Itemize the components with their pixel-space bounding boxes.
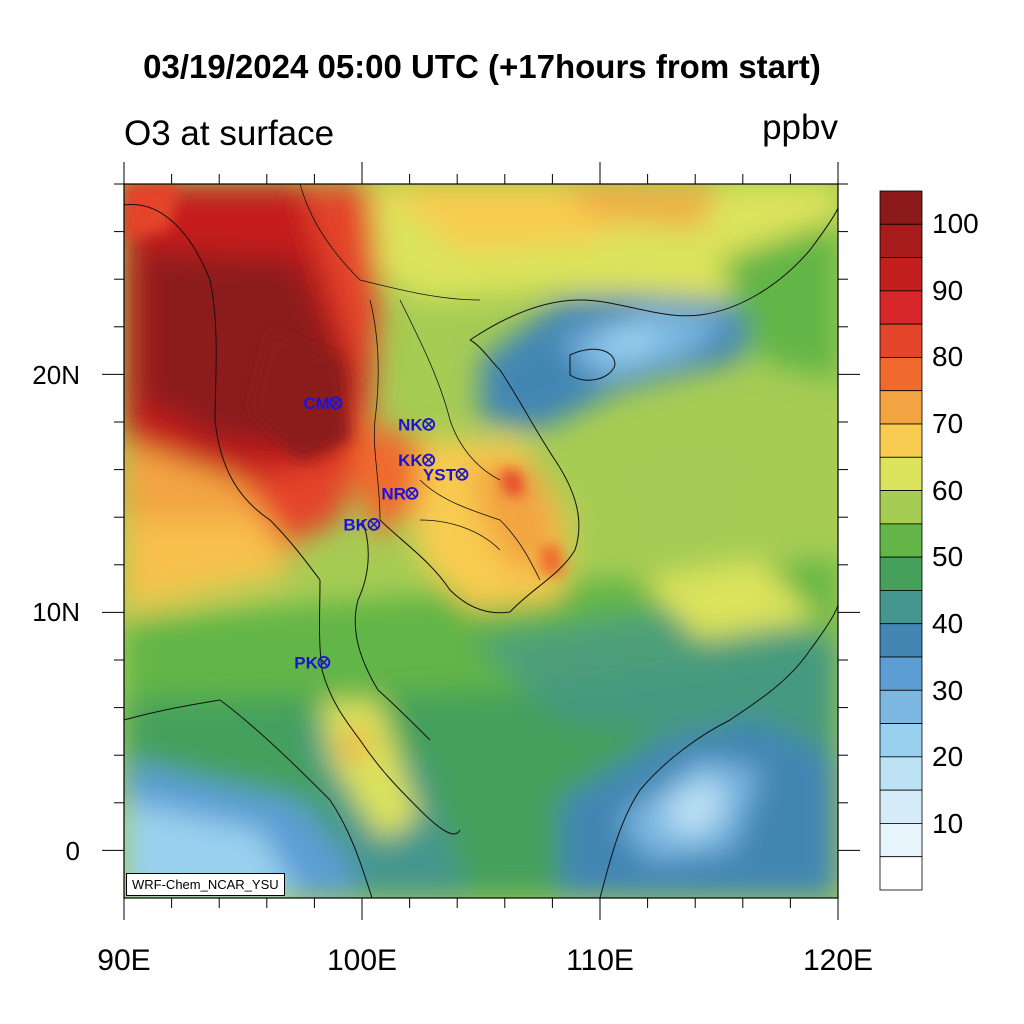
station-cross-icon — [424, 455, 433, 465]
station-cross-icon — [457, 470, 467, 479]
station-marker-pk: PK — [294, 653, 331, 672]
colorbar-label-20: 20 — [932, 741, 964, 772]
colorbar-label-30: 30 — [932, 675, 964, 706]
station-cross-icon — [424, 420, 433, 429]
station-circle-icon — [317, 655, 331, 669]
colorbar-box — [879, 723, 923, 758]
station-marker-cm: CM — [303, 394, 343, 413]
station-cross-icon — [369, 520, 379, 529]
lon-label-90e: 90E — [97, 944, 151, 977]
lat-label-0: 0 — [65, 836, 80, 866]
lon-label-110e: 110E — [566, 944, 634, 977]
colorbar — [879, 190, 923, 891]
colorbar-box — [879, 390, 923, 425]
colorbar-box — [879, 357, 923, 392]
station-marker-yst: YST — [423, 465, 469, 484]
colorbar-box — [879, 856, 923, 891]
unit-label: ppbv — [762, 108, 838, 147]
lat-label-10n: 10N — [32, 597, 80, 627]
station-label-nk: NK — [398, 415, 423, 434]
station-circle-icon — [367, 517, 381, 531]
colorbar-box — [879, 290, 923, 325]
colorbar-label-100: 100 — [932, 208, 979, 239]
colorbar-label-80: 80 — [932, 341, 964, 372]
station-circle-icon — [422, 417, 436, 431]
station-label-pk: PK — [294, 653, 318, 672]
colorbar-box — [879, 323, 923, 358]
colorbar-box — [879, 523, 923, 558]
colorbar-box — [879, 423, 923, 458]
colorbar-box — [879, 556, 923, 591]
ozone-field — [124, 184, 838, 898]
station-cross-icon — [319, 658, 329, 667]
station-circle-icon — [455, 467, 469, 481]
lat-label-20n: 20N — [32, 360, 80, 390]
lon-label-100e: 100E — [326, 944, 398, 977]
station-cross-icon — [331, 398, 341, 408]
colorbar-label-10: 10 — [932, 808, 964, 839]
colorbar-box — [879, 490, 923, 525]
lon-label-120e: 120E — [802, 944, 874, 977]
colorbar-box — [879, 223, 923, 258]
station-circle-icon — [405, 486, 419, 500]
station-label-bk: BK — [343, 515, 368, 534]
colorbar-box — [879, 190, 923, 225]
colorbar-box — [879, 656, 923, 691]
station-label-cm: CM — [303, 394, 329, 413]
colorbar-box — [879, 590, 923, 625]
station-cross-icon — [407, 489, 417, 498]
colorbar-box — [879, 456, 923, 491]
station-marker-nk: NK — [398, 415, 436, 434]
colorbar-box — [879, 623, 923, 658]
colorbar-label-90: 90 — [932, 275, 964, 306]
station-marker-kk: KK — [398, 451, 436, 470]
station-label-nr: NR — [381, 484, 406, 503]
station-circle-icon — [422, 453, 436, 467]
station-marker-nr: NR — [381, 484, 419, 503]
station-marker-bk: BK — [343, 515, 381, 534]
station-label-yst: YST — [423, 465, 457, 484]
colorbar-label-60: 60 — [932, 475, 964, 506]
colorbar-box — [879, 789, 923, 824]
colorbar-label-50: 50 — [932, 541, 964, 572]
station-circle-icon — [329, 396, 343, 410]
map-title: 03/19/2024 05:00 UTC (+17hours from star… — [143, 48, 821, 85]
station-label-kk: KK — [398, 451, 423, 470]
variable-label: O3 at surface — [124, 114, 335, 153]
colorbar-box — [879, 689, 923, 724]
colorbar-box — [879, 756, 923, 791]
colorbar-label-40: 40 — [932, 608, 964, 639]
model-credit: WRF-Chem_NCAR_YSU — [126, 873, 285, 896]
colorbar-box — [879, 257, 923, 292]
colorbar-label-70: 70 — [932, 408, 964, 439]
colorbar-box — [879, 823, 923, 858]
